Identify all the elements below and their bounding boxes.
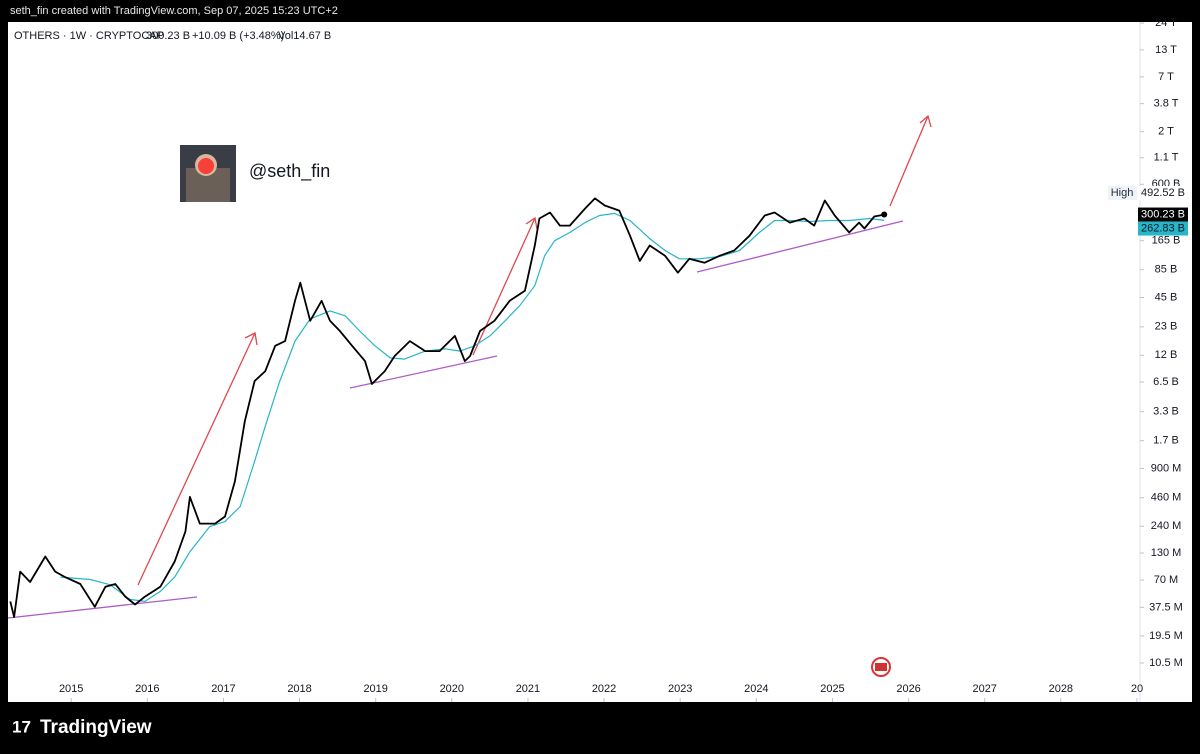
x-tick-label: 2016 (135, 683, 159, 695)
y-tick-label: 900 M (1151, 462, 1182, 474)
y-tick-label: 13 T (1155, 44, 1177, 56)
change: +10.09 B (+3.48%) (192, 30, 284, 42)
drawings (7, 114, 932, 619)
y-tick-label: 7 T (1158, 71, 1174, 83)
x-tick-label: 2026 (896, 683, 920, 695)
arrow (137, 332, 258, 586)
y-tick-label: 85 B (1155, 264, 1178, 276)
y-tick-label: 130 M (1151, 547, 1182, 559)
y-tick-label: 37.5 M (1149, 601, 1183, 613)
y-tick-label: 12 B (1155, 349, 1178, 361)
y-tick-label: 1.1 T (1154, 152, 1179, 164)
x-tick-label: 2024 (744, 683, 768, 695)
x-tick-label: 2021 (516, 683, 540, 695)
y-tick-label: 240 M (1151, 520, 1182, 532)
flag-icon (871, 657, 891, 677)
y-tick-label: 2 T (1158, 126, 1174, 138)
arrow (889, 114, 932, 207)
y-tick-label: 45 B (1155, 291, 1178, 303)
footer-logo: TradingView (40, 717, 152, 738)
y-tick-label: 3.8 T (1154, 98, 1179, 110)
price-label: 300.23 B (1141, 208, 1185, 220)
x-tick-label: 20 (1131, 683, 1143, 695)
last-price: 300.23 B (146, 30, 190, 42)
trend-line (7, 596, 198, 619)
price-line (9, 197, 885, 618)
arrow (472, 216, 538, 356)
header: OTHERS · 1W · CRYPTOCAP 300.23 B +10.09 … (14, 30, 331, 42)
price-label: 262.83 B (1141, 222, 1185, 234)
x-tick-label: 2022 (592, 683, 616, 695)
x-tick-label: 2028 (1049, 683, 1073, 695)
watermark-text: @seth_fin (249, 161, 330, 182)
y-tick-label: 3.3 B (1153, 406, 1179, 418)
y-tick-label: 23 B (1155, 321, 1178, 333)
x-tick-label: 2027 (972, 683, 996, 695)
x-tick-label: 2017 (211, 683, 235, 695)
watermark: @seth_fin (180, 145, 330, 202)
price-label-box (1138, 207, 1188, 222)
trend-line (696, 220, 904, 273)
price-label-box (1138, 185, 1188, 200)
x-tick-label: 2019 (363, 683, 387, 695)
x-tick-label: 2025 (820, 683, 844, 695)
y-tick-label: 70 M (1154, 574, 1178, 586)
flag (875, 663, 887, 671)
price-label-box (1138, 221, 1188, 236)
logo-mark: 17 (12, 717, 31, 736)
x-tick-label: 2015 (59, 683, 83, 695)
y-tick-label: 460 M (1151, 492, 1182, 504)
y-tick-label: 10.5 M (1149, 657, 1183, 669)
y-tick-label: 19.5 M (1149, 630, 1183, 642)
plot-background (8, 22, 1192, 702)
top-bar-text: seth_fin created with TradingView.com, S… (10, 5, 338, 17)
footer: 17 TradingView (12, 717, 152, 738)
x-tick-label: 2020 (440, 683, 464, 695)
y-tick-label: 1.7 B (1153, 435, 1179, 447)
x-tick-label: 2018 (287, 683, 311, 695)
price-label: 492.52 B (1141, 187, 1185, 199)
symbol: OTHERS · 1W · CRYPTOCAP (14, 30, 164, 42)
last-point (881, 211, 888, 218)
y-tick-label: 165 B (1152, 235, 1181, 247)
y-tick-label: 24 T (1155, 17, 1177, 29)
avatar-eyes (198, 158, 214, 174)
y-tick-label: 6.5 B (1153, 376, 1179, 388)
series-group (9, 197, 885, 618)
volume: Vol14.67 B (278, 30, 331, 42)
x-tick-label: 2023 (668, 683, 692, 695)
price-label-name: High (1111, 187, 1134, 199)
price-label-name-box (1108, 185, 1137, 200)
